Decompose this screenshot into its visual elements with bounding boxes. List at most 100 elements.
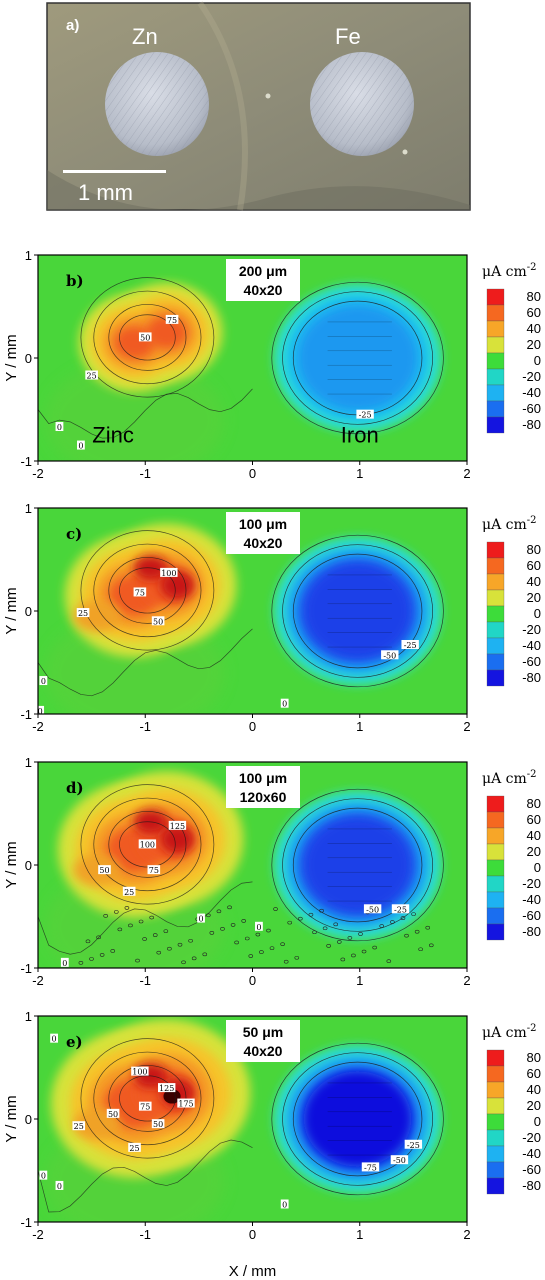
resolution-label: 100 μm xyxy=(239,516,287,532)
noise-contour xyxy=(163,929,169,933)
x-tick-label: -2 xyxy=(32,1227,44,1242)
noise-contour xyxy=(244,936,250,941)
colorbar-swatch xyxy=(486,352,505,370)
photo-panel-label: a) xyxy=(66,17,79,34)
x-tick-label: 1 xyxy=(356,466,363,481)
iron-core xyxy=(303,1071,412,1167)
noise-contour xyxy=(128,923,133,928)
x-tick-label: -1 xyxy=(139,719,151,734)
y-axis-label: Y / mm xyxy=(3,334,20,381)
iron-disc-texture xyxy=(310,52,414,156)
colorbar-swatch xyxy=(486,1097,505,1115)
x-tick-label: 2 xyxy=(463,1227,470,1242)
y-tick-label: 1 xyxy=(25,755,32,770)
contour-label-bg xyxy=(280,698,289,708)
x-tick-label: -1 xyxy=(139,973,151,988)
photo-panel: a) Zn Fe 1 mm xyxy=(46,1,471,211)
contour-label: 100 xyxy=(132,1068,147,1077)
x-tick-label: 1 xyxy=(356,973,363,988)
iron-contour xyxy=(292,807,423,923)
zinc-contour xyxy=(108,304,187,371)
noise-contour xyxy=(142,937,147,941)
contour-label-bg xyxy=(401,639,419,649)
colorbar-label: 20 xyxy=(527,337,541,352)
colorbar-label: -80 xyxy=(522,1178,541,1193)
contour-label-bg xyxy=(106,1108,120,1118)
colorbar-label: -40 xyxy=(522,1146,541,1161)
contour-label: 0 xyxy=(57,1182,62,1191)
iron-contour xyxy=(271,1042,444,1196)
x-tick-label: 2 xyxy=(463,719,470,734)
scale-bar-label: 1 mm xyxy=(78,180,133,205)
noise-contour xyxy=(340,957,346,962)
zinc-region xyxy=(73,854,121,886)
y-axis-label: Y / mm xyxy=(3,1095,20,1142)
zero-contour xyxy=(38,881,253,955)
noise-contour xyxy=(414,929,420,934)
zinc-label: Zinc xyxy=(92,422,134,447)
noise-contour xyxy=(110,949,116,953)
iron-core xyxy=(303,563,412,659)
noise-contour xyxy=(177,942,183,947)
contour-label: 50 xyxy=(153,617,163,626)
zero-contour xyxy=(38,628,253,697)
noise-contour xyxy=(322,926,328,931)
contour-label: 125 xyxy=(170,822,185,831)
y-tick-label: 0 xyxy=(25,351,32,366)
noise-contour xyxy=(206,913,211,918)
noise-contour xyxy=(326,944,331,948)
colorbar-swatch xyxy=(486,843,505,861)
noise-contour xyxy=(167,946,172,951)
noise-contour xyxy=(411,912,416,916)
contour-label: 0 xyxy=(282,1200,287,1209)
colorbar-label: -60 xyxy=(522,908,541,923)
contour-label: -25 xyxy=(394,905,407,914)
colorbar-label: -40 xyxy=(522,892,541,907)
noise-contour xyxy=(266,928,271,933)
iron-contour xyxy=(292,553,423,669)
colorbar-title-sup: -2 xyxy=(527,769,537,780)
colorbar-label: -20 xyxy=(522,876,541,891)
grid-label: 40x20 xyxy=(244,535,283,551)
heatmap-field xyxy=(38,771,444,968)
colorbar-label: 0 xyxy=(534,353,541,368)
noise-contour xyxy=(386,959,392,963)
contour-label: 75 xyxy=(135,588,145,597)
colorbar-title-sup: -2 xyxy=(527,515,537,526)
y-tick-label: -1 xyxy=(20,1215,32,1230)
noise-contour xyxy=(308,912,314,917)
contour-label: 0 xyxy=(52,1035,57,1044)
colorbar-swatch xyxy=(486,288,505,306)
zero-contour xyxy=(38,388,253,439)
colorbar-label: 40 xyxy=(527,574,541,589)
contour-label-bg xyxy=(55,1180,64,1190)
colorbar-title-sup: -2 xyxy=(527,262,537,273)
colorbar-swatch xyxy=(486,1161,505,1179)
contour-label-bg xyxy=(255,921,263,931)
x-tick-label: -1 xyxy=(139,1227,151,1242)
contour-label-bg xyxy=(39,676,48,686)
contour-label: 75 xyxy=(149,866,159,875)
iron-contour xyxy=(271,788,444,942)
panel-label: e) xyxy=(66,1033,83,1051)
photo-streak xyxy=(197,1,248,211)
contour-label: 50 xyxy=(108,1110,118,1119)
colorbar-swatch xyxy=(486,605,505,623)
contour-label: 0 xyxy=(41,1172,46,1181)
contour-label-bg xyxy=(138,1101,152,1111)
colorbar-swatch xyxy=(486,1113,505,1131)
colorbar-label: 40 xyxy=(527,828,541,843)
noise-contour xyxy=(390,920,395,924)
noise-contour xyxy=(283,959,289,964)
colorbar-swatch xyxy=(486,669,505,687)
x-tick-label: -2 xyxy=(32,973,44,988)
noise-contour xyxy=(156,950,162,955)
contour-label: 75 xyxy=(167,316,177,325)
y-tick-label: -1 xyxy=(20,454,32,469)
noise-contour xyxy=(418,947,423,952)
noise-contour xyxy=(319,908,324,913)
contour-label: 0 xyxy=(62,959,67,968)
photo-shadow xyxy=(47,170,470,210)
